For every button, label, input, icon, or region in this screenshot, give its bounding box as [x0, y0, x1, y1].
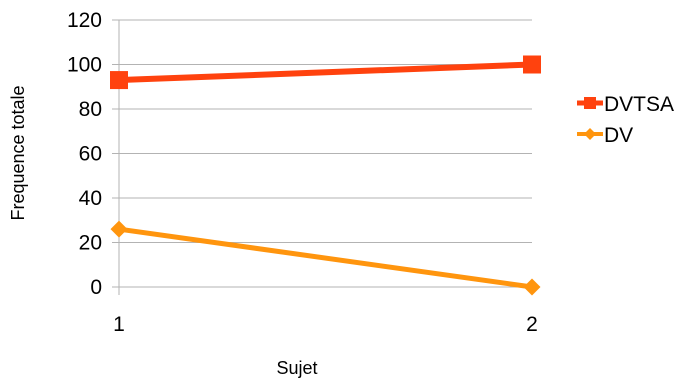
data-point-dv [110, 220, 128, 238]
axes [112, 19, 533, 295]
series-layer [110, 55, 541, 296]
y-tick-label: 0 [90, 276, 102, 299]
y-tick-label: 60 [79, 143, 102, 166]
y-tick-labels: 0 20 40 60 80 100 120 [67, 9, 102, 299]
legend-item-dv: DV [577, 124, 633, 147]
legend: DVTSA DV [577, 93, 674, 147]
legend-marker-dv [584, 128, 596, 140]
series-line-dvtsa [118, 61, 533, 84]
data-point-dvtsa [523, 55, 541, 74]
data-point-dvtsa [110, 71, 128, 90]
legend-label-dvtsa: DVTSA [604, 93, 674, 116]
series-line-dv [118, 226, 533, 290]
y-tick-label: 20 [79, 232, 102, 255]
x-tick-label: 2 [526, 313, 538, 336]
x-axis-title: Sujet [276, 358, 317, 378]
y-tick-label: 40 [79, 187, 102, 210]
legend-marker-dvtsa [584, 97, 596, 109]
y-tick-label: 120 [67, 9, 102, 32]
series-dvtsa [110, 55, 541, 90]
y-tick-label: 100 [67, 54, 102, 77]
y-axis-title: Frequence totale [8, 85, 28, 220]
legend-label-dv: DV [604, 124, 633, 147]
legend-item-dvtsa: DVTSA [577, 93, 674, 116]
x-tick-label: 1 [113, 313, 125, 336]
series-dv [110, 220, 541, 296]
y-tick-label: 80 [79, 98, 102, 121]
gridlines [119, 19, 532, 243]
data-point-dv [523, 278, 541, 296]
